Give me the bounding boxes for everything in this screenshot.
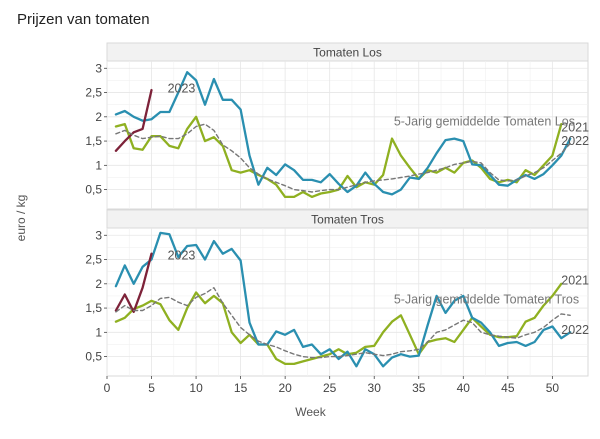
y-tick-label: 1,5 — [85, 134, 102, 148]
x-tick-label: 10 — [189, 381, 203, 395]
series-label-2023: 2023 — [168, 249, 196, 263]
series-label-2022: 2022 — [561, 134, 589, 148]
y-tick-label: 1 — [95, 158, 102, 172]
x-tick-label: 40 — [457, 381, 471, 395]
facet-strip-label: Tomaten Los — [313, 46, 382, 60]
x-tick-label: 35 — [412, 381, 426, 395]
x-tick-label: 20 — [278, 381, 292, 395]
series-label-avg: 5-Jarig gemiddelde Tomaten Tros — [394, 292, 579, 306]
series-label-2023: 2023 — [168, 82, 196, 96]
x-tick-label: 45 — [501, 381, 515, 395]
series-line-2023 — [114, 88, 153, 152]
x-tick-label: 50 — [546, 381, 560, 395]
series-line-avg — [115, 287, 571, 359]
x-tick-label: 15 — [234, 381, 248, 395]
y-tick-label: 2 — [95, 110, 102, 124]
x-tick-label: 30 — [368, 381, 382, 395]
series-label-2022: 2022 — [561, 323, 589, 337]
series-line-2023 — [114, 252, 153, 314]
chart-title: Prijzen van tomaten — [17, 11, 150, 28]
y-tick-label: 3 — [95, 228, 102, 242]
y-tick-label: 2,5 — [85, 253, 102, 267]
series-line-avg — [115, 123, 571, 193]
series-line-2022 — [114, 231, 572, 368]
y-tick-label: 0,5 — [85, 183, 102, 197]
x-tick-label: 5 — [148, 381, 155, 395]
y-tick-label: 0,5 — [85, 350, 102, 364]
y-tick-label: 1 — [95, 325, 102, 339]
y-tick-label: 2,5 — [85, 86, 102, 100]
x-tick-label: 25 — [323, 381, 337, 395]
x-axis-label: Week — [295, 405, 326, 419]
facet-strip-label: Tomaten Tros — [311, 213, 384, 227]
y-tick-label: 3 — [95, 61, 102, 75]
y-axis-label: euro / kg — [14, 195, 28, 242]
x-tick-label: 0 — [104, 381, 111, 395]
series-label-2021: 2021 — [561, 120, 589, 134]
y-tick-label: 2 — [95, 277, 102, 291]
y-tick-label: 1,5 — [85, 301, 102, 315]
series-label-2021: 2021 — [561, 273, 589, 287]
series-label-avg: 5-Jarig gemiddelde Tomaten Los — [394, 115, 575, 129]
